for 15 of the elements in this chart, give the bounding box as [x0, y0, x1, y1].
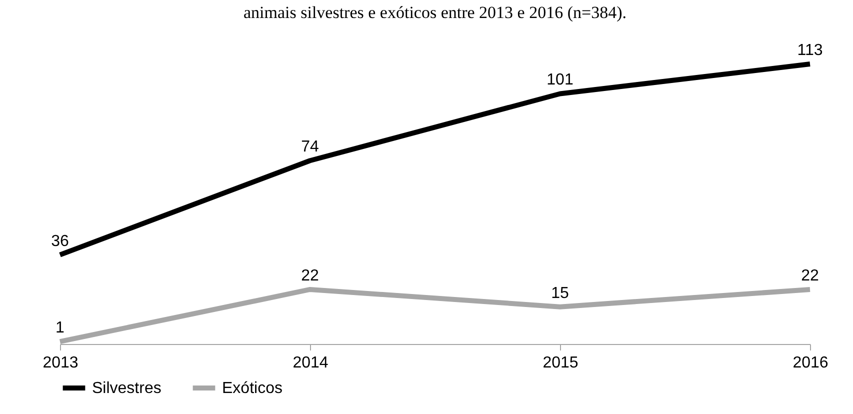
x-tick-label: 2015	[542, 354, 578, 372]
x-tick-label: 2016	[792, 354, 828, 372]
data-label: 22	[801, 267, 819, 284]
data-label: 22	[301, 267, 319, 284]
x-tick-label: 2013	[42, 354, 78, 372]
data-label: 74	[301, 138, 319, 156]
chart-title: animais silvestres e exóticos entre 2013 e 2016 (n=384).	[243, 3, 627, 22]
data-label: 101	[546, 72, 574, 89]
data-label: 113	[797, 42, 823, 59]
x-tick-label: 2014	[292, 354, 328, 372]
data-label: 36	[51, 232, 69, 250]
data-label: 1	[56, 320, 65, 337]
legend-label: Exóticos	[222, 380, 282, 397]
data-label: 15	[551, 284, 569, 302]
legend-label: Silvestres	[92, 380, 162, 397]
